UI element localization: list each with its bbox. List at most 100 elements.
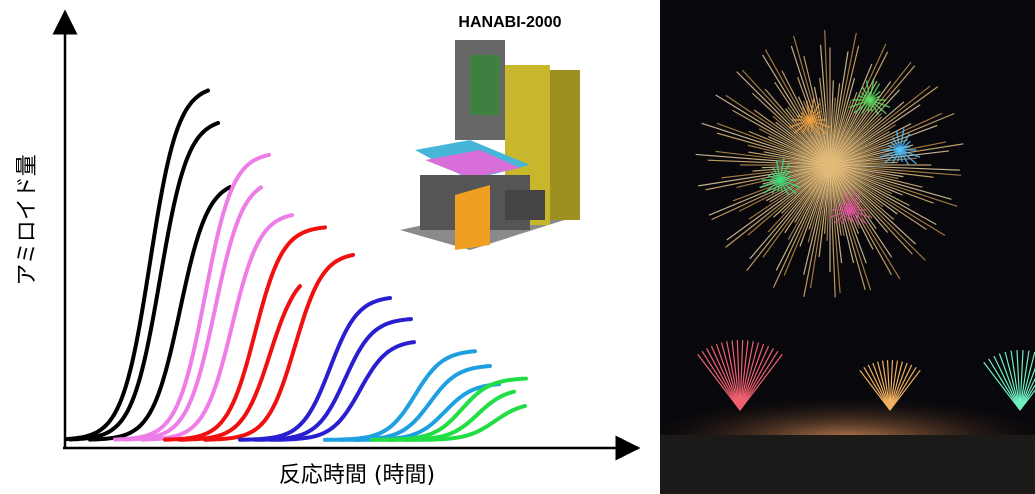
spark xyxy=(829,164,872,291)
spark xyxy=(869,78,875,101)
spark xyxy=(779,158,785,181)
spark xyxy=(849,205,861,211)
spark xyxy=(701,122,831,166)
spark xyxy=(779,179,797,195)
spark xyxy=(790,45,831,166)
spark xyxy=(732,109,831,166)
spark xyxy=(877,361,891,411)
spark xyxy=(829,65,916,166)
curve xyxy=(386,389,516,442)
spark xyxy=(889,364,913,411)
device-label: HANABI-2000 xyxy=(458,14,561,31)
spark xyxy=(891,149,901,164)
spark xyxy=(1004,351,1021,411)
spark xyxy=(731,340,741,411)
spark xyxy=(829,164,926,261)
spark xyxy=(726,341,741,411)
spark xyxy=(833,209,851,224)
spark xyxy=(829,164,952,200)
curve xyxy=(238,296,392,442)
spark xyxy=(849,209,860,226)
spark xyxy=(1019,377,1035,411)
spark xyxy=(829,164,893,258)
spark xyxy=(892,137,901,151)
spark xyxy=(853,99,871,114)
spark xyxy=(793,119,811,134)
spark xyxy=(983,361,1021,411)
spark xyxy=(779,179,790,196)
spark xyxy=(1019,389,1035,411)
spark xyxy=(829,164,937,226)
spark xyxy=(809,110,821,121)
spark xyxy=(805,100,811,121)
spark xyxy=(711,164,831,221)
spark xyxy=(829,141,947,166)
spark xyxy=(1019,351,1035,411)
spark xyxy=(829,164,855,264)
spark xyxy=(739,353,783,411)
spark xyxy=(739,345,770,411)
spark xyxy=(829,86,939,166)
spark xyxy=(809,119,831,128)
spark xyxy=(829,161,898,166)
spark xyxy=(762,54,831,166)
curve xyxy=(403,404,527,442)
spark xyxy=(849,200,861,211)
spark xyxy=(869,90,881,101)
spark xyxy=(747,164,831,236)
spark xyxy=(764,49,831,166)
spark xyxy=(889,360,899,411)
spark xyxy=(829,32,857,166)
spark xyxy=(829,164,958,207)
x-axis-label: 反応時間 (時間) xyxy=(279,463,435,488)
spark xyxy=(715,94,831,166)
spark xyxy=(803,164,831,275)
spark xyxy=(818,164,831,258)
spark xyxy=(809,103,821,121)
spark xyxy=(829,51,849,166)
spark xyxy=(829,63,873,166)
spark xyxy=(739,350,779,411)
spark xyxy=(726,164,831,241)
spark xyxy=(829,164,923,188)
spark xyxy=(988,358,1021,411)
spark xyxy=(715,150,831,166)
spark xyxy=(889,361,903,411)
spark xyxy=(809,98,815,121)
spark xyxy=(772,164,831,288)
spark xyxy=(859,369,891,411)
spark xyxy=(749,164,831,260)
spark xyxy=(697,353,741,411)
spark xyxy=(829,164,836,298)
spark xyxy=(715,343,741,411)
spark xyxy=(829,164,866,290)
spark xyxy=(1016,350,1021,411)
curves xyxy=(64,88,528,442)
spark xyxy=(779,170,791,181)
spark xyxy=(829,89,900,166)
spark xyxy=(1019,350,1030,411)
spark xyxy=(842,197,851,211)
spark xyxy=(706,348,741,411)
spark xyxy=(783,164,831,276)
spark xyxy=(809,164,831,289)
spark xyxy=(716,132,831,166)
spark xyxy=(779,163,791,181)
spark xyxy=(862,87,871,101)
spark xyxy=(829,164,843,264)
fireworks-photo xyxy=(660,0,1035,494)
spark xyxy=(849,209,867,225)
curve xyxy=(203,252,355,442)
spark xyxy=(993,355,1021,411)
spark xyxy=(710,345,741,411)
spark xyxy=(695,153,831,166)
spark xyxy=(829,61,912,166)
spark xyxy=(819,44,831,166)
spark xyxy=(759,179,781,189)
spark xyxy=(779,175,791,181)
spark xyxy=(829,164,960,171)
spark xyxy=(746,164,831,272)
spark xyxy=(775,164,831,271)
spark xyxy=(869,99,891,108)
